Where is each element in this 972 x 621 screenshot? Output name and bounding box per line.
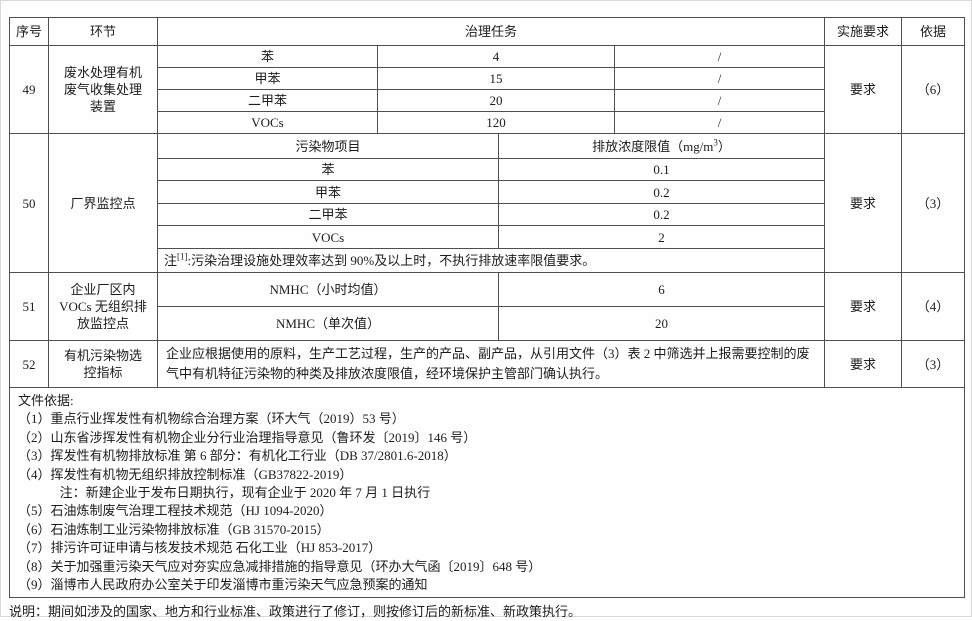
row49-no: 49: [9, 45, 49, 134]
row50-requirement: 要求: [824, 133, 903, 273]
pollutant-value: 120: [377, 111, 615, 134]
pollutant-value: 20: [377, 89, 615, 112]
row51-stage: 企业厂区内 VOCs 无组织排放监控点: [48, 272, 158, 341]
pollutant-value: 20: [497, 306, 826, 341]
pollutant-name: 二甲苯: [157, 89, 378, 112]
row51-requirement: 要求: [824, 272, 903, 341]
pollutant-value: 0.2: [497, 203, 826, 226]
pollutant-value: 6: [497, 272, 826, 307]
pollutant-value: 2: [497, 225, 826, 249]
pollutant-rate: /: [613, 67, 826, 90]
pollutant-name: VOCs: [157, 225, 499, 249]
row50-stage: 厂界监控点: [48, 133, 158, 273]
subheader-pollutant-item: 污染物项目: [157, 133, 499, 159]
limit-label-suffix: ）: [717, 138, 731, 154]
table-row: 甲苯 0.2: [10, 180, 965, 204]
pollutant-value: 0.1: [497, 158, 826, 181]
pollutant-rate: /: [613, 89, 826, 112]
pollutant-rate: /: [613, 111, 826, 134]
reference-item: （9）淄博市人民政府办公室关于印发淄博市重污染天气应急预案的通知: [18, 577, 428, 593]
reference-item: （2）山东省涉挥发性有机物企业分行业治理指导意见（鲁环发〔2019〕146 号）: [18, 429, 477, 445]
table-row: 苯 0.1: [10, 158, 965, 181]
reference-item: （1）重点行业挥发性有机物综合治理方案（环大气（2019）53 号）: [18, 411, 405, 427]
row49-requirement: 要求: [824, 45, 903, 134]
row52-requirement: 要求: [824, 340, 903, 388]
reference-item: （6）石油炼制工业污染物排放标准（GB 31570-2015）: [18, 521, 330, 537]
row52-task-text: 企业应根据使用的原料，生产工艺过程，生产的产品、副产品，从引用文件（3）表 2 …: [156, 340, 826, 388]
col-header-task: 治理任务: [156, 17, 826, 46]
row50-note: 注[1]:污染治理设施处理效率达到 90%及以上时，不执行排放速率限值要求。: [156, 248, 826, 273]
references-cell: 文件依据: （1）重点行业挥发性有机物综合治理方案（环大气（2019）53 号）…: [8, 387, 966, 598]
reference-item: （3）挥发性有机物排放标准 第 6 部分：有机化工行业（DB 37/2801.6…: [18, 448, 457, 464]
pollutant-name: 二甲苯: [157, 203, 499, 226]
revision-statement: 说明：期间如涉及的国家、地方和行业标准、政策进行了修订，则按修订后的新标准、新政…: [9, 604, 582, 619]
row50-no: 50: [9, 133, 49, 273]
row52-no: 52: [9, 340, 49, 388]
subheader-emission-limit: 排放浓度限值（mg/m3）: [497, 133, 826, 159]
row51-basis: （4）: [901, 272, 966, 341]
table-row: NMHC（单次值） 20: [10, 306, 965, 341]
pollutant-name: 甲苯: [157, 180, 499, 204]
table-row: 52 有机污染物选控指标 企业应根据使用的原料，生产工艺过程，生产的产品、副产品…: [9, 340, 966, 388]
table-header-row: 序号 环节 治理任务 实施要求 依据: [9, 17, 966, 46]
note-superscript: [1]: [177, 251, 188, 262]
note-text: :污染治理设施处理效率达到 90%及以上时，不执行排放速率限值要求。: [187, 253, 596, 268]
reference-item: （7）排污许可证申请与核发技术规范 石化工业（HJ 853-2017）: [18, 540, 382, 556]
reference-item4-note: 注：新建企业于发布日期执行，现有企业于 2020 年 7 月 1 日执行: [59, 485, 431, 501]
row49-basis: （6）: [901, 45, 966, 134]
row51-no: 51: [9, 272, 49, 341]
pollutant-name: NMHC（小时均值）: [157, 272, 499, 307]
table-row: 注[1]:污染治理设施处理效率达到 90%及以上时，不执行排放速率限值要求。: [10, 248, 965, 273]
row52-stage: 有机污染物选控指标: [48, 340, 158, 388]
col-header-stage: 环节: [48, 17, 158, 46]
note-prefix: 注: [164, 253, 178, 268]
references-title: 文件依据:: [18, 393, 74, 408]
pollutant-name: NMHC（单次值）: [157, 306, 499, 341]
pollutant-value: 4: [377, 45, 615, 68]
pollutant-name: 甲苯: [157, 67, 378, 90]
pollutant-rate: /: [613, 45, 826, 68]
table-row: 51 企业厂区内 VOCs 无组织排放监控点 NMHC（小时均值） 6 要求 （…: [9, 272, 966, 341]
col-header-basis: 依据: [901, 17, 966, 46]
pollutant-name: VOCs: [157, 111, 378, 134]
table-row: VOCs 2: [10, 225, 965, 249]
col-header-req: 实施要求: [824, 17, 903, 46]
table-row: 49 废水处理有机废气收集处理装置 苯 4 / 要求 （6）: [9, 45, 966, 134]
pollutant-name: 苯: [157, 158, 499, 181]
pollutant-name: 苯: [157, 45, 378, 68]
table-row: 50 厂界监控点 污染物项目 排放浓度限值（mg/m3） 要求 （3）: [9, 133, 966, 273]
row49-stage: 废水处理有机废气收集处理装置: [48, 45, 158, 134]
reference-item: （5）石油炼制废气治理工程技术规范（HJ 1094-2020）: [18, 503, 333, 519]
governance-task-table: 序号 环节 治理任务 实施要求 依据 49 废水处理有机废气收集处理装置 苯 4…: [8, 17, 966, 598]
references-row: 文件依据: （1）重点行业挥发性有机物综合治理方案（环大气（2019）53 号）…: [8, 387, 966, 598]
reference-item: （8）关于加强重污染天气应对夯实应急减排措施的指导意见（环办大气函〔2019〕6…: [18, 558, 542, 574]
row52-basis: （3）: [901, 340, 966, 388]
pollutant-value: 0.2: [497, 180, 826, 204]
limit-label: 排放浓度限值（mg/m: [592, 138, 714, 154]
pollutant-value: 15: [377, 67, 615, 90]
reference-item: （4）挥发性有机物无组织排放控制标准（GB37822-2019）: [18, 466, 353, 482]
col-header-no: 序号: [9, 17, 49, 46]
row50-basis: （3）: [901, 133, 966, 273]
limit-superscript: 3: [713, 137, 718, 148]
